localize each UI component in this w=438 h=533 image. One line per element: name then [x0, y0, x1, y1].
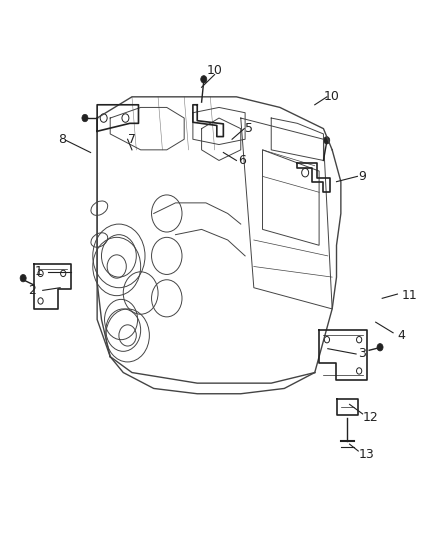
- Text: 6: 6: [239, 154, 247, 167]
- Text: 12: 12: [363, 411, 378, 424]
- Circle shape: [82, 114, 88, 122]
- Text: 8: 8: [58, 133, 66, 146]
- Text: 4: 4: [397, 329, 405, 342]
- Circle shape: [377, 344, 383, 351]
- Text: 5: 5: [245, 122, 253, 135]
- Text: 1: 1: [35, 265, 43, 278]
- Text: 9: 9: [358, 170, 366, 183]
- Text: 2: 2: [28, 284, 36, 297]
- Text: 10: 10: [323, 90, 339, 103]
- Circle shape: [324, 136, 330, 144]
- Text: 11: 11: [402, 289, 417, 302]
- Text: 3: 3: [358, 348, 366, 360]
- Text: 10: 10: [207, 64, 223, 77]
- Text: 7: 7: [127, 133, 136, 146]
- Circle shape: [20, 274, 26, 282]
- Circle shape: [201, 76, 207, 83]
- Text: 13: 13: [358, 448, 374, 461]
